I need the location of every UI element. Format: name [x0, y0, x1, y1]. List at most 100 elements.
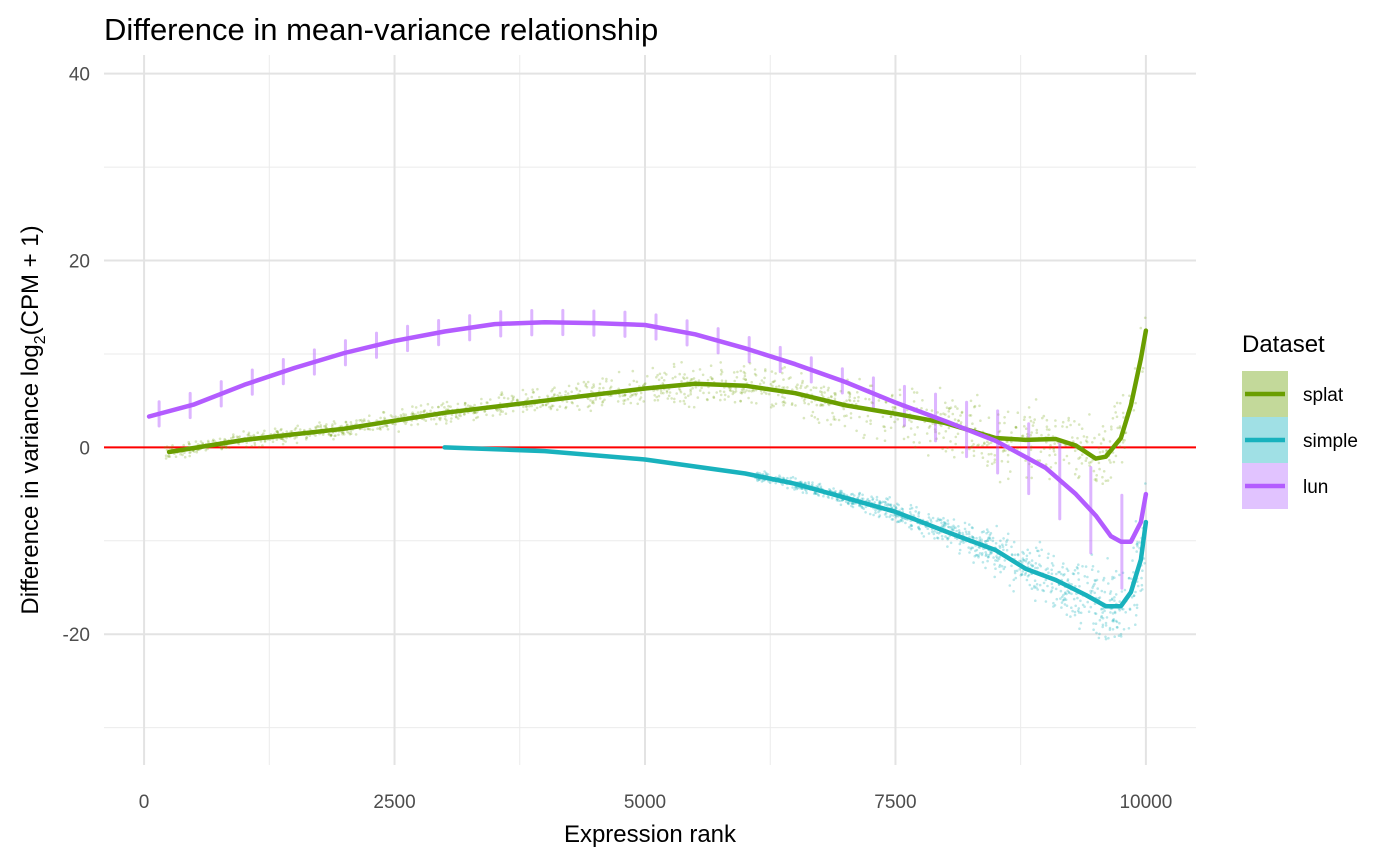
point-simple — [986, 539, 990, 543]
point-splat — [622, 402, 626, 405]
point-splat — [807, 402, 810, 406]
point-simple — [1109, 611, 1112, 614]
point-simple — [986, 539, 989, 542]
point-simple — [758, 472, 761, 475]
point-splat — [728, 388, 732, 392]
point-splat — [333, 422, 337, 425]
point-simple — [1031, 564, 1035, 567]
point-splat — [1141, 370, 1144, 373]
point-splat — [734, 387, 738, 390]
point-splat — [565, 400, 569, 404]
point-splat — [973, 427, 977, 430]
point-splat — [257, 445, 261, 449]
point-splat — [455, 416, 458, 419]
point-simple — [996, 556, 999, 560]
point-splat — [636, 402, 639, 406]
point-splat — [893, 406, 897, 410]
point-simple — [1024, 559, 1028, 563]
point-simple — [1016, 553, 1020, 556]
point-simple — [1051, 586, 1054, 589]
point-simple — [968, 551, 971, 554]
point-splat — [193, 450, 196, 453]
point-splat — [782, 400, 786, 403]
point-splat — [783, 401, 787, 405]
point-simple — [936, 536, 939, 540]
point-splat — [1128, 394, 1131, 398]
point-simple — [1038, 583, 1042, 587]
point-simple — [942, 523, 946, 527]
point-splat — [304, 438, 308, 441]
point-simple — [1098, 596, 1102, 599]
point-simple — [986, 559, 989, 563]
point-splat — [855, 429, 858, 433]
point-splat — [1119, 401, 1122, 405]
point-splat — [1097, 446, 1101, 450]
point-splat — [235, 435, 239, 439]
point-simple — [836, 498, 839, 501]
point-simple — [995, 555, 998, 558]
point-simple — [1113, 611, 1117, 615]
point-splat — [361, 420, 364, 423]
point-simple — [1059, 589, 1063, 593]
point-splat — [705, 398, 709, 401]
point-simple — [991, 539, 995, 543]
point-splat — [1095, 477, 1098, 481]
point-simple — [985, 528, 989, 531]
point-splat — [321, 433, 325, 436]
point-splat — [914, 445, 917, 449]
point-splat — [1110, 428, 1113, 431]
point-splat — [601, 377, 604, 380]
point-splat — [337, 433, 340, 437]
point-splat — [655, 376, 658, 379]
point-simple — [989, 538, 992, 541]
point-simple — [1046, 567, 1049, 570]
legend-label-simple: simple — [1303, 431, 1358, 452]
point-splat — [164, 454, 168, 458]
point-splat — [957, 419, 960, 423]
point-splat — [742, 377, 746, 381]
point-splat — [371, 428, 375, 432]
point-simple — [889, 503, 892, 507]
point-splat — [472, 411, 475, 415]
point-splat — [678, 372, 681, 376]
point-simple — [1052, 601, 1055, 605]
point-splat — [997, 413, 1000, 416]
point-splat — [1023, 415, 1026, 419]
x-tick-label: 2500 — [373, 792, 415, 813]
point-splat — [1132, 409, 1136, 412]
point-splat — [668, 391, 672, 394]
point-simple — [762, 479, 765, 482]
point-simple — [1037, 549, 1040, 553]
point-simple — [779, 476, 782, 479]
point-splat — [752, 389, 755, 393]
point-simple — [1047, 571, 1050, 574]
point-splat — [476, 415, 480, 419]
point-splat — [1006, 410, 1010, 414]
point-splat — [259, 440, 263, 443]
point-splat — [1021, 434, 1025, 438]
point-splat — [1021, 434, 1024, 438]
point-simple — [870, 495, 873, 499]
point-simple — [984, 554, 988, 557]
point-splat — [651, 366, 655, 370]
point-splat — [791, 388, 794, 392]
point-simple — [931, 516, 935, 520]
point-splat — [1024, 459, 1027, 462]
point-splat — [913, 433, 917, 436]
point-splat — [441, 402, 445, 405]
point-splat — [463, 403, 467, 407]
point-splat — [469, 404, 472, 408]
point-splat — [692, 377, 696, 380]
point-simple — [1140, 583, 1144, 587]
point-splat — [946, 446, 949, 450]
point-splat — [195, 450, 199, 454]
point-splat — [742, 388, 746, 391]
point-splat — [883, 425, 886, 429]
point-splat — [819, 390, 822, 393]
point-simple — [834, 490, 837, 493]
point-simple — [886, 498, 890, 501]
point-splat — [733, 400, 737, 404]
point-simple — [1079, 611, 1083, 615]
point-splat — [790, 403, 794, 407]
point-simple — [935, 531, 939, 534]
